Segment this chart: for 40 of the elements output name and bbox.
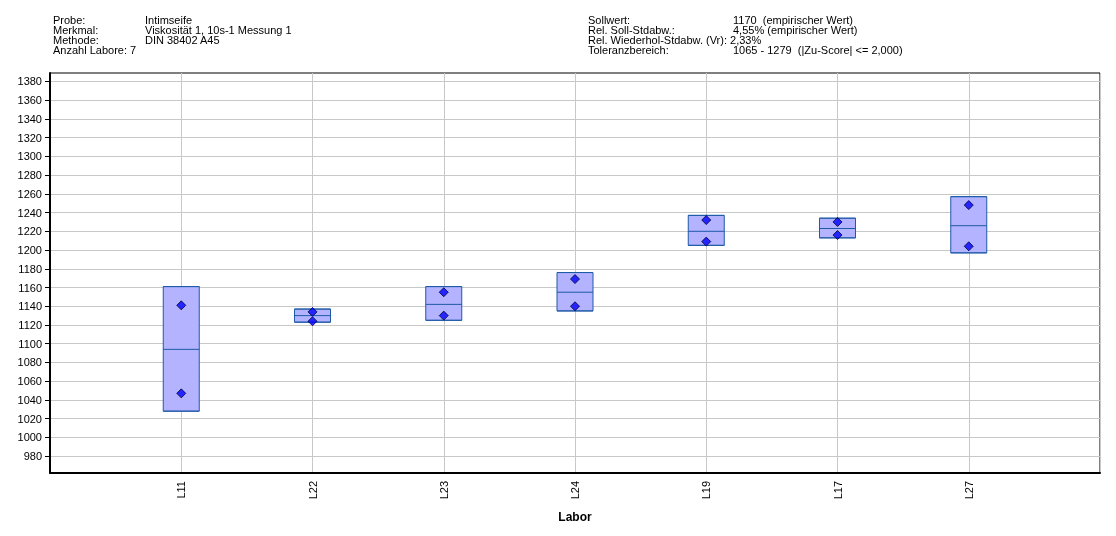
text: Methode: [53, 33, 99, 46]
y-tick-label: 1260 [17, 187, 42, 200]
y-tick-label: 1320 [17, 131, 42, 144]
text: Sollwert: [588, 13, 631, 26]
y-tick-label: 1060 [17, 375, 42, 388]
y-tick-label: 1180 [18, 262, 42, 275]
y-tick-label: 1280 [17, 169, 42, 182]
y-tick-label: 1340 [17, 112, 42, 125]
y-tick-label: 1040 [17, 393, 42, 406]
x-tick-label: L19 [700, 481, 713, 500]
y-tick-label: 1080 [17, 356, 42, 369]
text: Probe: [53, 13, 86, 26]
text: Viskosität 1, 10s-1 Messung 1 [145, 23, 292, 36]
y-tick-label: 1220 [17, 225, 42, 238]
text: Merkmal: [53, 23, 99, 36]
y-tick-label: 1140 [18, 300, 42, 313]
y-tick-label: 1120 [18, 318, 42, 331]
y-tick-label: 1300 [17, 150, 42, 163]
y-tick-label: 1100 [18, 337, 42, 350]
text: Toleranzbereich: [588, 43, 669, 56]
x-tick-label: L23 [437, 481, 450, 500]
x-tick-label: L22 [306, 481, 319, 500]
y-tick-label: 1380 [17, 75, 42, 88]
y-tick-label: 1240 [17, 206, 42, 219]
text: Rel. Soll-Stdabw.: [588, 23, 675, 36]
x-axis-title: Labor [558, 510, 592, 524]
text: 1065 - 1279 (|Zu-Score| <= 2,000) [733, 43, 903, 56]
text: DIN 38402 A45 [145, 33, 220, 46]
text: Anzahl Labore: 7 [53, 43, 137, 56]
y-tick-label: 1020 [17, 412, 42, 425]
x-tick-label: L11 [175, 481, 188, 499]
y-tick-label: 980 [23, 450, 42, 463]
y-tick-label: 1200 [17, 244, 42, 257]
x-tick-label: L17 [831, 481, 844, 500]
y-tick-label: 1000 [17, 431, 42, 444]
text: Intimseife [145, 13, 193, 26]
x-tick-label: L24 [569, 481, 581, 500]
y-tick-label: 1360 [17, 94, 42, 107]
x-tick-label: L27 [962, 481, 975, 500]
y-tick-label: 1160 [18, 281, 42, 294]
